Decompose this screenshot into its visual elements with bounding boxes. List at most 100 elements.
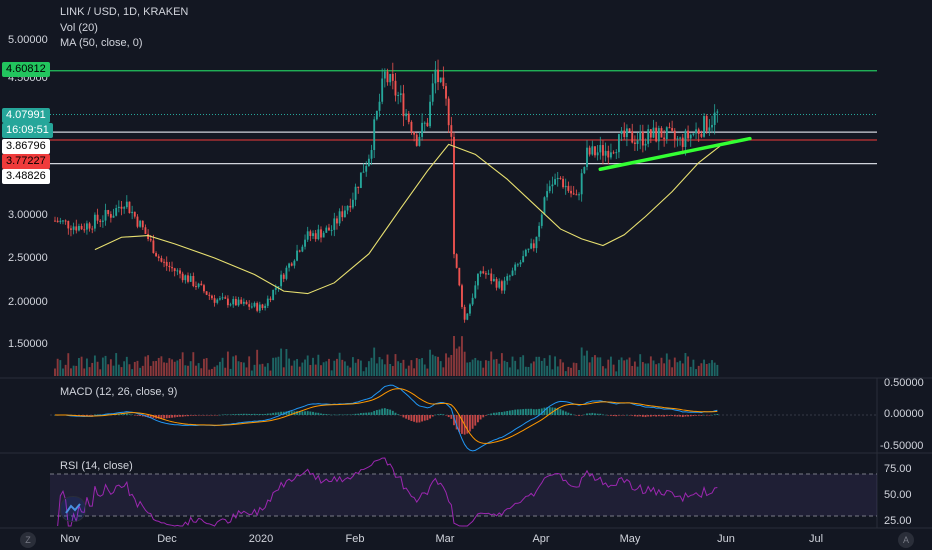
candle-body	[543, 197, 546, 215]
volume-bar	[67, 353, 70, 376]
macd-histogram-bar	[314, 412, 317, 415]
timezone-button[interactable]: Z	[20, 532, 36, 548]
candle-body	[365, 166, 368, 172]
macd-histogram-bar	[381, 408, 384, 415]
macd-histogram-bar	[514, 409, 517, 415]
candle-body	[232, 299, 235, 305]
volume-bar	[216, 365, 219, 376]
tradingview-logo-icon	[60, 496, 86, 522]
volume-bar	[248, 356, 251, 376]
candle-body	[602, 145, 604, 156]
macd-histogram-bar	[192, 415, 195, 416]
candle-body	[274, 287, 277, 290]
volume-bar	[681, 363, 684, 376]
macd-histogram-bar	[562, 410, 564, 415]
volume-bar	[641, 362, 644, 376]
macd-histogram-bar	[312, 411, 314, 415]
macd-histogram-bar	[450, 415, 453, 419]
macd-histogram-bar	[636, 415, 639, 417]
macd-histogram-bar	[187, 415, 189, 417]
candle-body	[578, 194, 580, 196]
macd-histogram-bar	[591, 412, 594, 415]
volume-bar	[487, 360, 490, 376]
candle-body	[631, 131, 634, 143]
candle-body	[652, 127, 655, 138]
volume-bar	[125, 356, 128, 376]
ma-indicator-label[interactable]: MA (50, close, 0)	[60, 37, 143, 49]
candle-body	[466, 313, 469, 320]
volume-bar	[604, 368, 607, 376]
candle-body	[75, 226, 78, 231]
volume-bar	[524, 366, 527, 376]
volume-bar	[171, 359, 173, 376]
macd-histogram-bar	[697, 415, 700, 416]
candle-body	[607, 150, 610, 158]
price-level-badge: 3.48826	[2, 169, 50, 184]
volume-bar	[415, 358, 418, 376]
macd-indicator-label[interactable]: MACD (12, 26, close, 9)	[60, 386, 178, 398]
volume-bar	[200, 368, 203, 376]
volume-bar	[708, 363, 711, 376]
candle-body	[330, 229, 333, 231]
volume-bar	[389, 363, 392, 376]
volume-bar	[684, 353, 687, 376]
candle-body	[421, 122, 424, 137]
volume-bar	[184, 365, 187, 376]
volume-bar	[351, 357, 354, 376]
volume-bar	[277, 356, 280, 376]
volume-bar	[365, 367, 368, 376]
candle-body	[679, 137, 682, 139]
candle-body	[381, 78, 384, 102]
candle-body	[179, 270, 181, 274]
macd-histogram-bar	[160, 415, 163, 419]
macd-histogram-bar	[418, 415, 421, 423]
macd-histogram-bar	[373, 410, 376, 415]
volume-bar	[564, 371, 567, 376]
macd-histogram-bar	[538, 408, 541, 415]
volume-bar	[211, 368, 213, 376]
macd-histogram-bar	[139, 415, 142, 416]
candle-body	[62, 220, 64, 222]
candle-body	[107, 210, 110, 215]
candle-body	[596, 152, 599, 156]
candle-body	[141, 220, 144, 228]
auto-scale-button[interactable]: A	[898, 532, 914, 548]
candle-body	[184, 275, 187, 281]
time-axis-label: Jun	[717, 533, 735, 545]
volume-bar	[479, 360, 482, 376]
volume-bar	[266, 363, 269, 376]
macd-histogram-bar	[532, 409, 535, 415]
macd-histogram-bar	[439, 413, 442, 415]
volume-bar	[599, 357, 602, 376]
volume-bar	[290, 365, 293, 376]
volume-bar	[594, 355, 596, 376]
candle-body	[594, 146, 596, 156]
volume-bar	[426, 368, 429, 376]
macd-histogram-bar	[586, 413, 588, 415]
rsi-indicator-label[interactable]: RSI (14, close)	[60, 460, 133, 472]
volume-bar	[93, 355, 96, 376]
volume-bar	[333, 360, 336, 376]
volume-bar	[83, 368, 86, 376]
candle-body	[99, 220, 102, 222]
time-axis-label: Dec	[157, 533, 177, 545]
macd-histogram-bar	[492, 412, 495, 415]
candle-body	[264, 305, 267, 309]
volume-bar	[506, 361, 509, 376]
macd-histogram-bar	[445, 415, 447, 416]
macd-histogram-bar	[277, 412, 280, 415]
volume-bar	[264, 366, 267, 376]
candle-body	[104, 210, 107, 221]
macd-histogram-bar	[663, 415, 666, 417]
macd-histogram-bar	[133, 415, 136, 416]
time-axis-label: 2020	[248, 533, 274, 545]
volume-bar	[336, 358, 338, 376]
macd-histogram-bar	[264, 413, 267, 415]
volume-indicator-label[interactable]: Vol (20)	[60, 22, 98, 34]
candle-body	[471, 297, 474, 305]
volume-bar	[269, 370, 272, 376]
candle-body	[298, 250, 301, 252]
volume-bar	[306, 355, 309, 376]
candle-body	[85, 223, 88, 230]
